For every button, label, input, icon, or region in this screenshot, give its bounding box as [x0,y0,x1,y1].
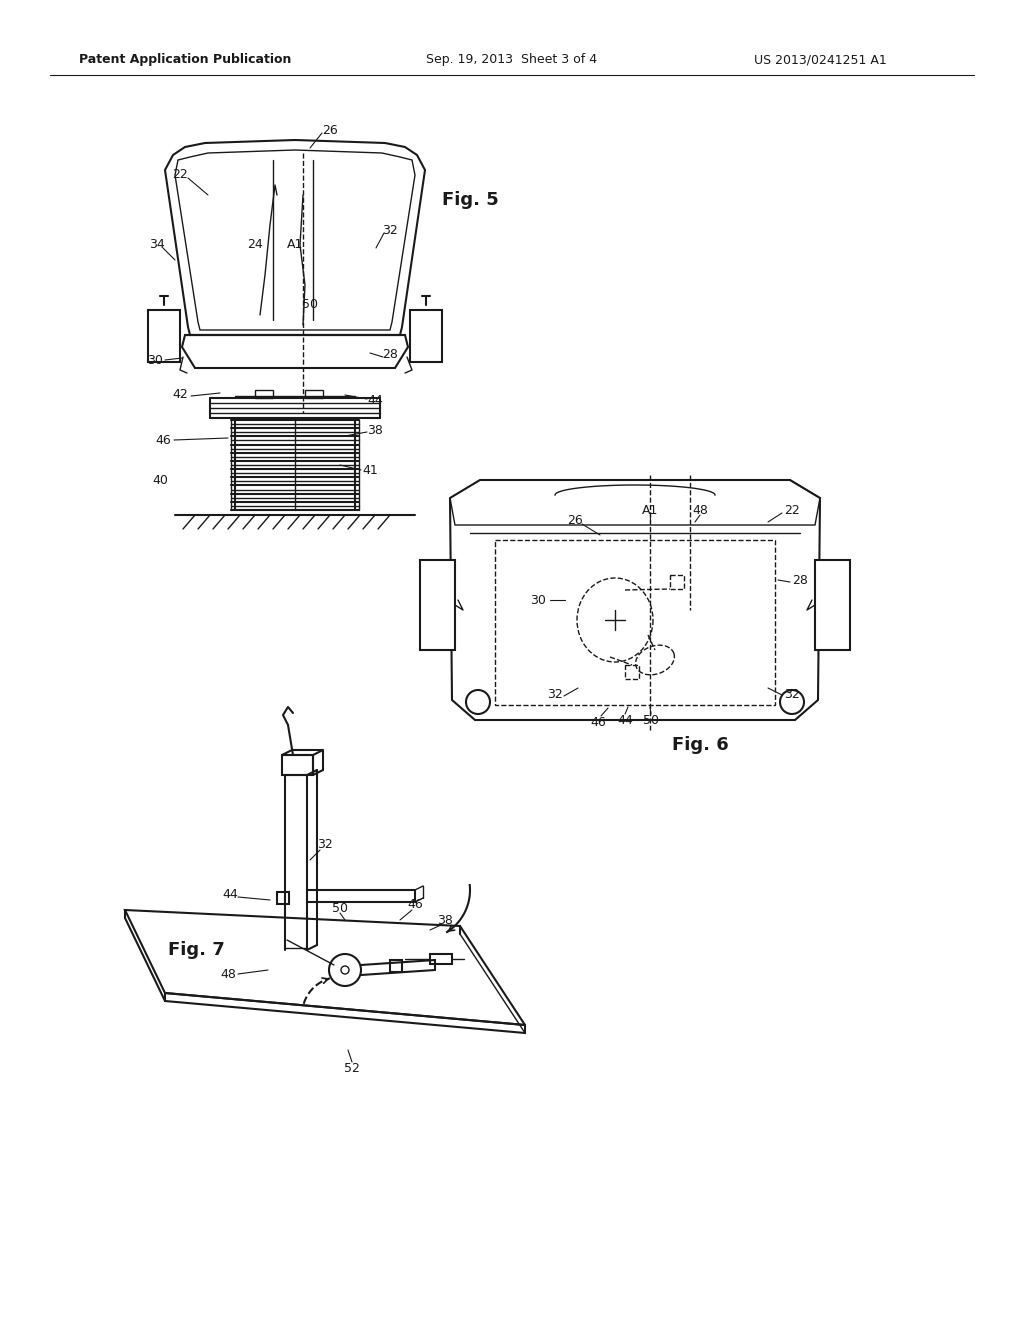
Text: 28: 28 [792,573,808,586]
Text: Fig. 6: Fig. 6 [672,737,728,754]
Text: 38: 38 [437,913,453,927]
Text: 50: 50 [643,714,659,726]
Text: 44: 44 [368,393,383,407]
Text: Patent Application Publication: Patent Application Publication [79,54,291,66]
Bar [420,560,455,649]
Text: US 2013/0241251 A1: US 2013/0241251 A1 [754,54,887,66]
Text: 32: 32 [317,838,333,851]
Bar [282,755,313,775]
Text: 50: 50 [302,298,318,312]
Bar [625,665,639,678]
Text: 44: 44 [617,714,633,726]
Text: 48: 48 [220,969,236,982]
Text: 46: 46 [408,899,423,912]
Bar [305,389,323,399]
Text: Sep. 19, 2013  Sheet 3 of 4: Sep. 19, 2013 Sheet 3 of 4 [426,54,598,66]
Text: 34: 34 [150,239,165,252]
Text: 22: 22 [784,503,800,516]
Bar [148,310,180,362]
Text: 50: 50 [332,902,348,915]
Text: 40: 40 [152,474,168,487]
Bar [410,310,442,362]
Bar [430,954,452,964]
Text: 26: 26 [323,124,338,136]
Text: Fig. 7: Fig. 7 [168,941,224,960]
Text: 32: 32 [784,689,800,701]
Text: A1: A1 [287,239,303,252]
Text: 44: 44 [222,888,238,902]
Bar [670,576,684,589]
Text: 41: 41 [362,463,378,477]
Text: 32: 32 [547,689,563,701]
Text: 46: 46 [590,715,606,729]
Bar [495,540,775,705]
Text: 30: 30 [530,594,546,606]
Bar [278,892,289,904]
Text: A1: A1 [642,503,658,516]
Bar [815,560,850,649]
Text: 24: 24 [247,239,263,252]
Text: 32: 32 [382,223,398,236]
Text: 22: 22 [172,169,187,181]
Text: Fig. 5: Fig. 5 [441,191,499,209]
Bar [255,389,273,399]
Text: 26: 26 [567,513,583,527]
Text: 46: 46 [155,433,171,446]
Text: 30: 30 [147,354,163,367]
Text: 28: 28 [382,348,398,362]
Text: 42: 42 [172,388,187,401]
Text: 48: 48 [692,503,708,516]
Bar [390,960,402,972]
Text: 38: 38 [367,424,383,437]
Text: 52: 52 [344,1061,360,1074]
